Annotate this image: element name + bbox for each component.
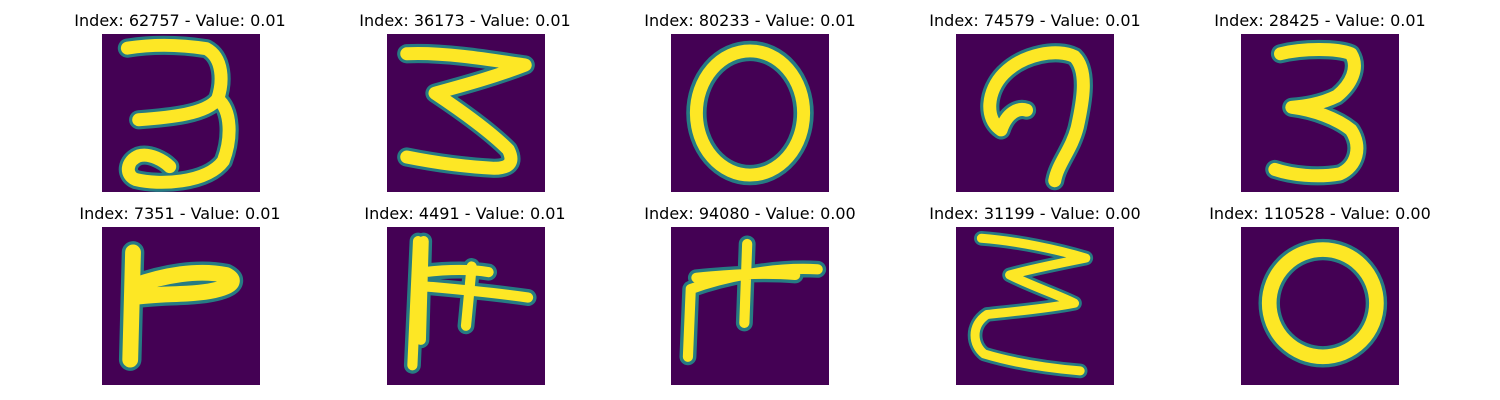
digit-image — [671, 227, 829, 385]
panel-title: Index: 62757 - Value: 0.01 — [74, 11, 286, 30]
panel-title: Index: 4491 - Value: 0.01 — [364, 204, 566, 223]
panel-title: Index: 31199 - Value: 0.00 — [929, 204, 1141, 223]
panel-title: Index: 36173 - Value: 0.01 — [359, 11, 571, 30]
digit-image — [387, 34, 545, 192]
panel-title: Index: 80233 - Value: 0.01 — [644, 11, 856, 30]
panel-title: Index: 28425 - Value: 0.01 — [1214, 11, 1426, 30]
digit-image — [671, 34, 829, 192]
digit-image — [102, 34, 260, 192]
digit-image — [956, 34, 1114, 192]
panel-title: Index: 7351 - Value: 0.01 — [79, 204, 281, 223]
panel-title: Index: 94080 - Value: 0.00 — [644, 204, 856, 223]
digit-image — [956, 227, 1114, 385]
digit-image — [1241, 34, 1399, 192]
digit-image — [387, 227, 545, 385]
digit-image — [102, 227, 260, 385]
digit-image — [1241, 227, 1399, 385]
panel-title: Index: 110528 - Value: 0.00 — [1209, 204, 1431, 223]
panel-title: Index: 74579 - Value: 0.01 — [929, 11, 1141, 30]
